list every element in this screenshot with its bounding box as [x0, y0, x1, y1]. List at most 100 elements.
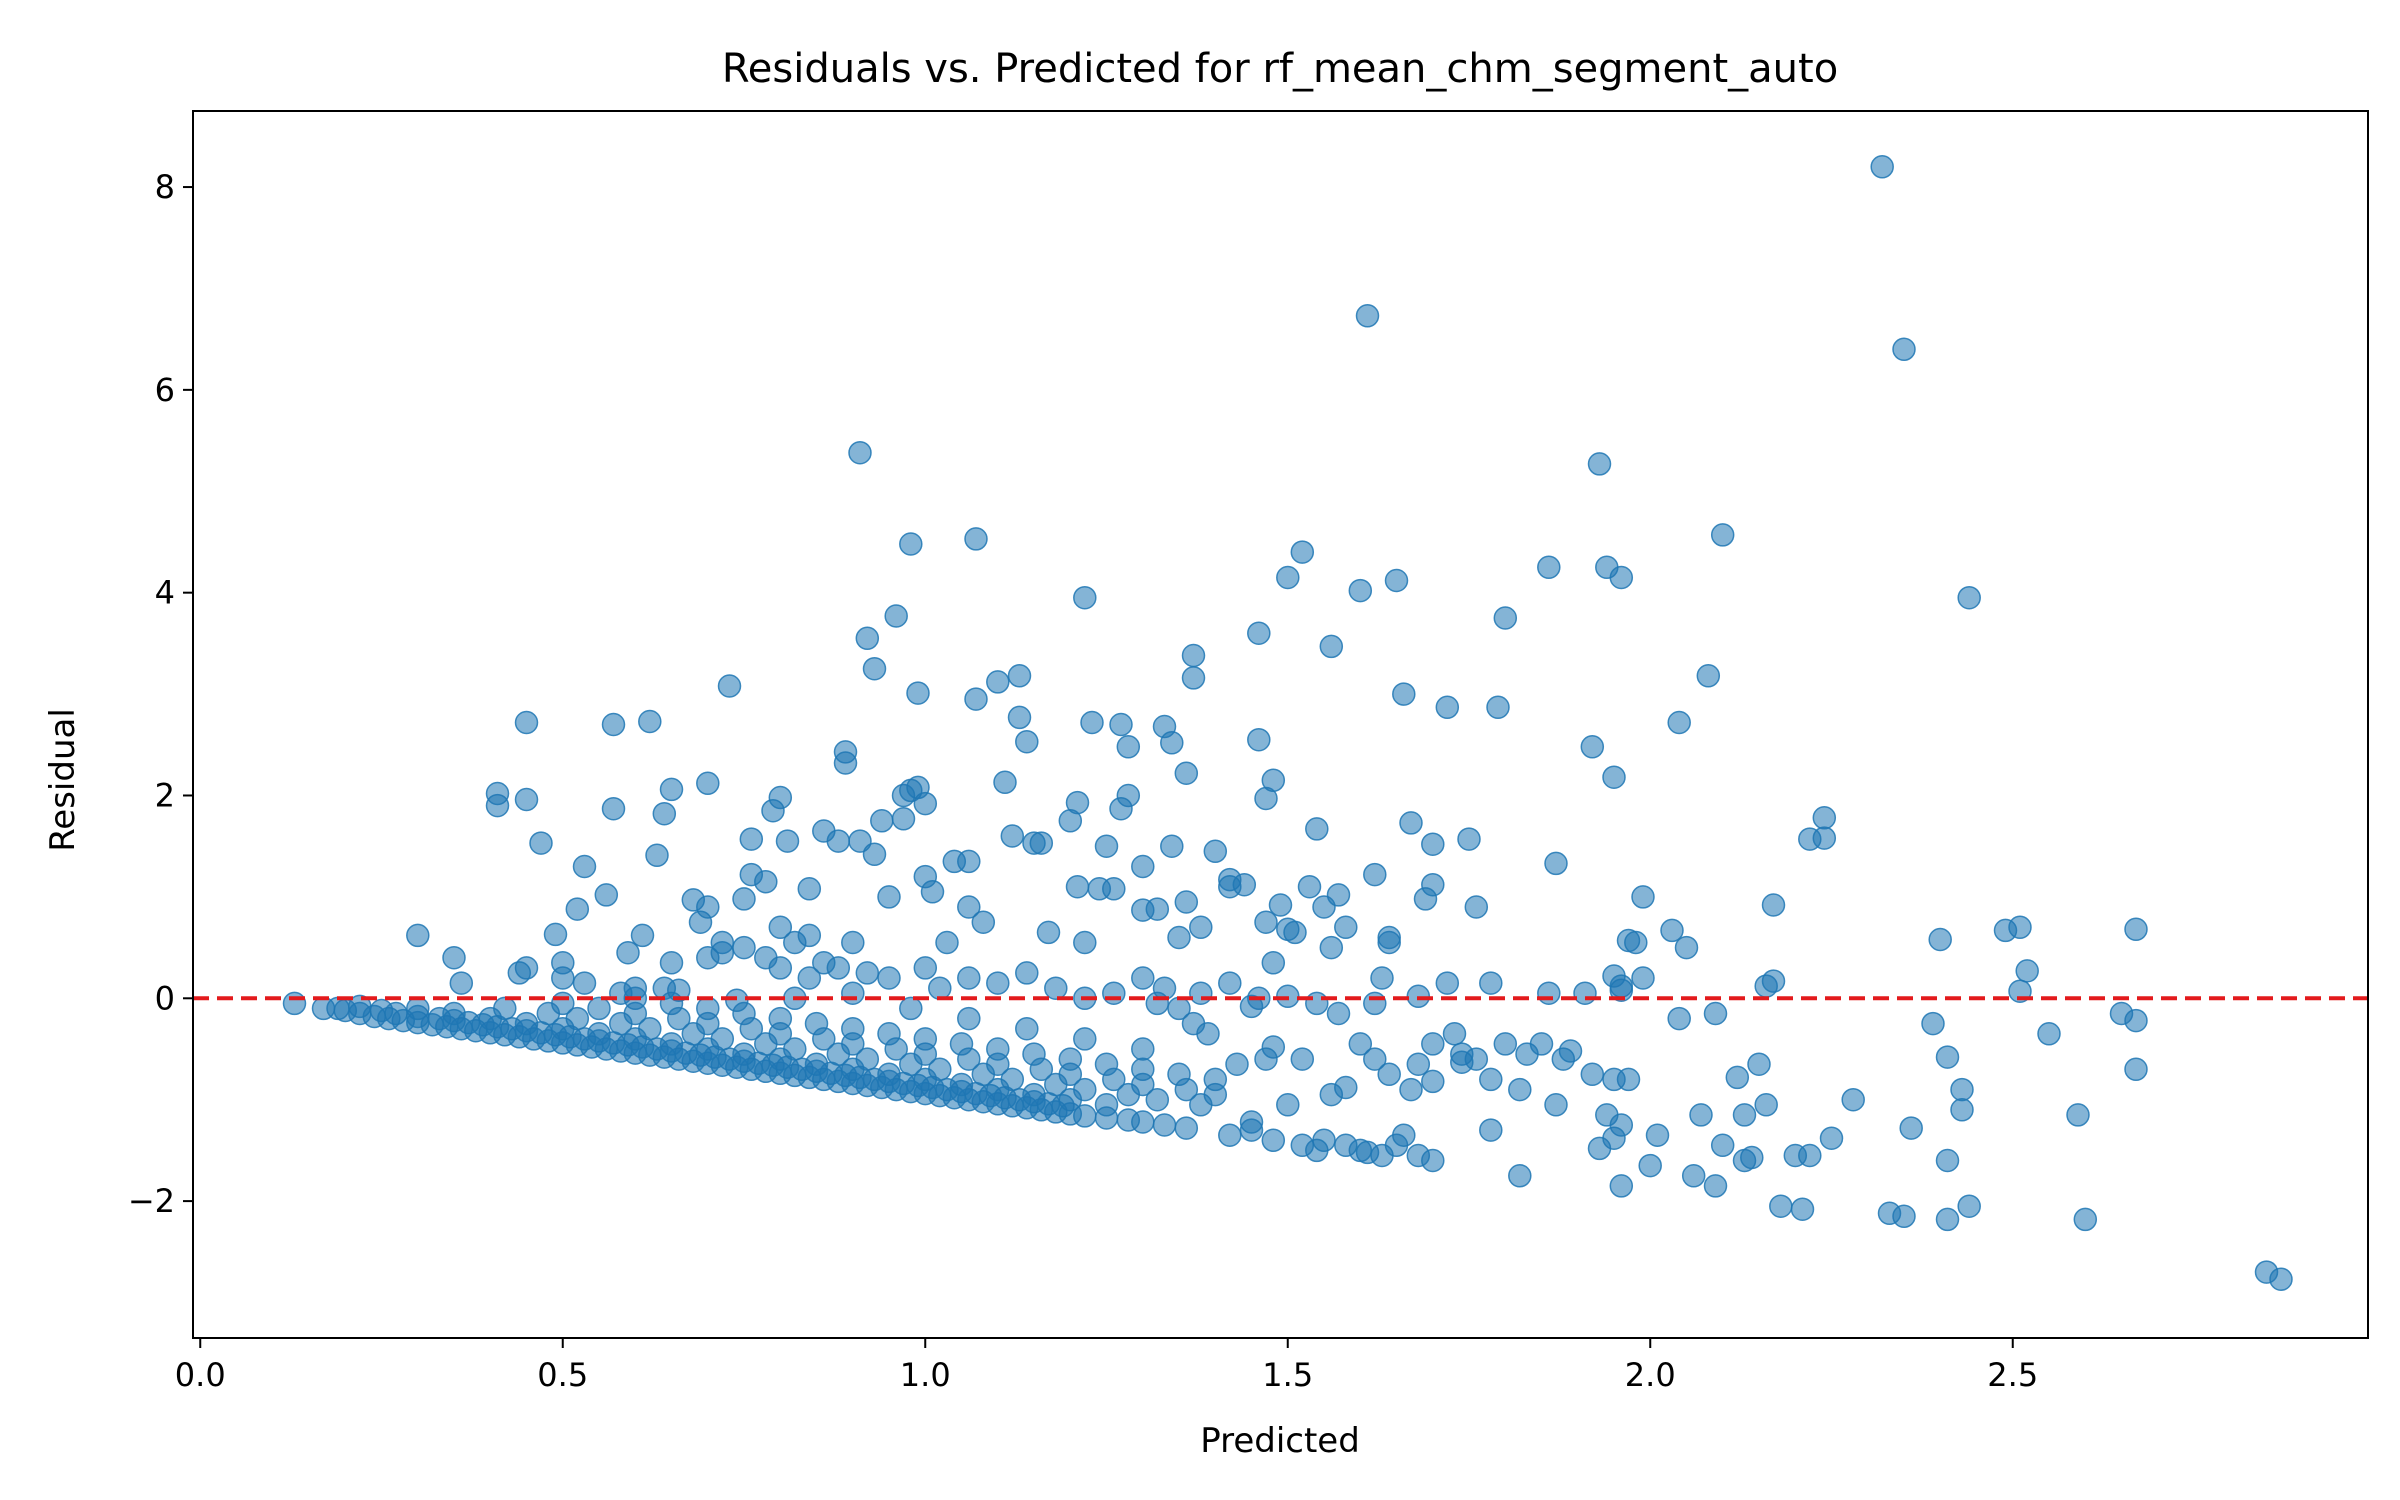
- scatter-point: [1747, 1052, 1771, 1076]
- scatter-point: [768, 915, 793, 940]
- scatter-point: [1297, 874, 1322, 899]
- scatter-point: [1798, 1143, 1822, 1168]
- scatter-point: [1602, 765, 1626, 789]
- scatter-point: [1305, 991, 1329, 1016]
- scatter-point: [1544, 851, 1568, 876]
- scatter-point: [1740, 1145, 1764, 1170]
- scatter-point: [1479, 971, 1503, 995]
- y-axis-label: Residual: [43, 708, 83, 852]
- scatter-point: [1710, 1133, 1735, 1158]
- scatter-point: [957, 849, 981, 874]
- y-tick-label: 2: [155, 776, 175, 814]
- scatter-point: [1464, 895, 1489, 919]
- scatter-point: [1703, 1001, 1728, 1026]
- scatter-point: [884, 604, 908, 628]
- scatter-point: [1290, 540, 1315, 564]
- x-tick-label: 1.0: [900, 1356, 951, 1394]
- scatter-point: [1102, 981, 1126, 1005]
- scatter-point: [1812, 826, 1837, 850]
- scatter-point: [1355, 304, 1380, 328]
- scatter-point: [1319, 935, 1344, 960]
- scatter-point: [1928, 927, 1952, 952]
- scatter-point: [928, 1057, 952, 1082]
- scatter-point: [652, 801, 677, 826]
- scatter-point: [928, 976, 952, 1000]
- scatter-point: [891, 807, 916, 831]
- scatter-point: [1044, 976, 1068, 1000]
- scatter-point: [826, 956, 851, 980]
- scatter-point: [1218, 1123, 1242, 1147]
- scatter-point: [783, 1037, 807, 1061]
- scatter-point: [2124, 1008, 2148, 1033]
- x-axis-ticks: 0.0 0.5 1.0 1.5 2.0 2.5: [175, 1338, 2038, 1394]
- scatter-point: [826, 829, 851, 853]
- scatter-point: [1392, 1123, 1416, 1147]
- scatter-point: [1689, 1103, 1713, 1127]
- scatter-point: [1036, 920, 1061, 945]
- scatter-point: [1116, 735, 1141, 759]
- scatter-point: [1935, 1045, 1960, 1069]
- scatter-point: [2073, 1207, 2098, 1232]
- scatter-point: [1189, 981, 1213, 1005]
- scatter-point: [1921, 1011, 1945, 1036]
- scatter-point: [1160, 731, 1184, 755]
- scatter-point: [1102, 877, 1126, 901]
- y-tick-label: 0: [155, 979, 175, 1017]
- scatter-point: [1305, 817, 1329, 841]
- scatter-point: [1174, 1116, 1199, 1140]
- scatter-point: [659, 777, 684, 802]
- scatter-point: [1073, 1077, 1097, 1102]
- scatter-point: [1537, 981, 1561, 1005]
- scatter-point: [993, 770, 1017, 795]
- scatter-point: [1841, 1087, 1865, 1112]
- scatter-point: [594, 883, 619, 907]
- scatter-point: [1000, 1067, 1025, 1092]
- scatter-point: [1073, 585, 1097, 610]
- scatter-point: [1247, 727, 1271, 752]
- scatter-point: [1537, 555, 1561, 580]
- x-tick-label: 2.0: [1625, 1356, 1676, 1394]
- scatter-point: [1573, 981, 1597, 1005]
- scatter-point: [1790, 1197, 1815, 1221]
- scatter-point: [1094, 1093, 1119, 1117]
- y-tick-label: −2: [128, 1182, 175, 1220]
- scatter-point: [1174, 761, 1199, 785]
- scatter-point: [1007, 705, 1032, 730]
- scatter-point: [1667, 1006, 1691, 1031]
- scatter-point: [1479, 1118, 1503, 1142]
- scatter-point: [877, 885, 901, 909]
- scatter-point: [1667, 710, 1691, 735]
- scatter-point: [1616, 1067, 1641, 1092]
- scatter-point: [964, 687, 988, 711]
- scatter-point: [1131, 1037, 1155, 1061]
- scatter-point: [1508, 1077, 1532, 1102]
- scatter-point: [913, 791, 938, 816]
- scatter-point: [1957, 585, 1981, 610]
- scatter-point: [638, 1016, 662, 1041]
- scatter-point: [768, 1006, 793, 1031]
- scatter-point: [1073, 930, 1097, 955]
- scatter-point: [384, 1001, 408, 1026]
- y-axis-ticks: −2 0 2 4 6 8: [128, 168, 193, 1220]
- scatter-point: [732, 935, 756, 960]
- scatter-point: [1950, 1098, 1974, 1122]
- scatter-point: [638, 709, 662, 734]
- scatter-point: [442, 1001, 466, 1026]
- scatter-point: [1131, 1057, 1155, 1082]
- scatter-point: [1384, 568, 1409, 593]
- scatter-point: [1450, 1050, 1474, 1074]
- scatter-point: [1457, 827, 1481, 851]
- scatter-point: [1631, 966, 1655, 990]
- scatter-point: [1681, 1164, 1706, 1188]
- scatter-point: [1225, 1052, 1249, 1076]
- scatter-point: [572, 971, 597, 995]
- scatter-point: [551, 991, 575, 1016]
- scatter-point: [1276, 565, 1300, 590]
- scatter-point: [616, 940, 640, 965]
- scatter-point: [841, 930, 865, 955]
- scatter-point: [804, 1011, 829, 1036]
- scatter-point: [913, 1027, 938, 1051]
- scatter-point: [1029, 831, 1054, 855]
- scatter-point: [1609, 1174, 1634, 1198]
